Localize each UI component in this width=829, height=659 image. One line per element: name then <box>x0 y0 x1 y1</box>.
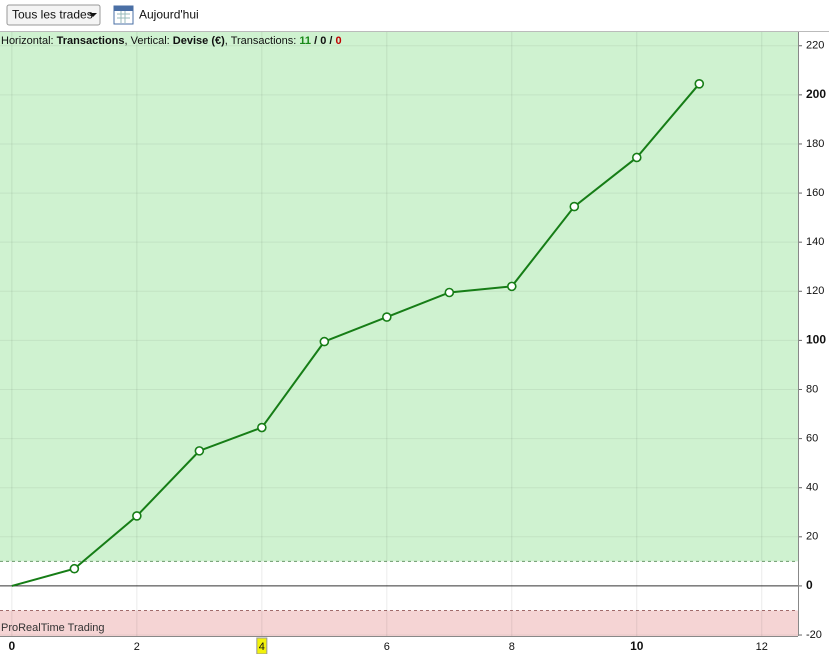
x-tick-label: 12 <box>756 641 768 653</box>
point <box>194 446 205 456</box>
y-tick-label: 0 <box>806 578 813 592</box>
y-tick-label: -20 <box>806 629 822 641</box>
point <box>382 312 392 322</box>
info-part: , Transactions: <box>225 35 300 47</box>
dropdown-caret <box>89 13 97 17</box>
point <box>694 79 705 89</box>
point <box>444 287 455 298</box>
calendar-grid <box>117 11 130 23</box>
filter-dropdown[interactable] <box>6 4 101 26</box>
chart-info: Horizontal: Transactions, Vertical: Devi… <box>1 35 342 47</box>
x-tick-label: 8 <box>509 641 515 653</box>
y-tick-label: 100 <box>806 333 826 347</box>
y-tick-label: 200 <box>806 87 826 101</box>
info-part: / <box>311 35 320 47</box>
y-tick-label: 20 <box>806 531 818 543</box>
y-tick-label: 40 <box>806 482 818 494</box>
info-part: Horizontal: <box>1 35 57 47</box>
y-tick-label: 120 <box>806 285 824 297</box>
y-tick-label: 160 <box>806 187 824 199</box>
y-tick-label: 180 <box>806 138 824 150</box>
calendar-icon[interactable] <box>113 5 134 25</box>
x-tick-label: 10 <box>630 639 644 653</box>
y-tick-label: 220 <box>806 40 824 52</box>
y-tick-label: 80 <box>806 383 818 395</box>
date-button[interactable]: Aujourd'hui <box>139 8 199 22</box>
info-part: 11 <box>299 35 311 47</box>
equity-line <box>11 83 701 587</box>
plot-area: 0 2 4 6 8 10 12 -20 0 20 40 60 80 100 120 140 160 180 200 2… <box>0 32 826 655</box>
y-tick-label: 60 <box>806 433 818 445</box>
info-part: Transactions <box>57 35 125 47</box>
info-part: / <box>326 35 335 47</box>
point <box>257 422 267 433</box>
point <box>132 511 142 521</box>
point <box>319 336 330 347</box>
y-tick-label: 140 <box>806 236 824 248</box>
point <box>69 563 80 574</box>
info-part: , Vertical: <box>125 35 173 47</box>
info-part: Devise (€) <box>173 35 225 47</box>
profit-zone <box>0 32 798 562</box>
calendar-header <box>114 6 133 11</box>
loss-zone <box>0 610 798 636</box>
x-tick-label: 4 <box>259 641 265 653</box>
x-tick-label: 6 <box>384 641 390 653</box>
point <box>569 201 580 212</box>
x-tick-label: 2 <box>134 641 140 653</box>
x-tick-label: 0 <box>9 639 16 653</box>
info-part: 0 <box>320 35 326 47</box>
point <box>631 152 642 163</box>
filter-label: Tous les trades <box>12 8 93 22</box>
info-part: 0 <box>335 35 341 47</box>
watermark: ProRealTime Trading <box>1 622 105 634</box>
point <box>506 281 517 292</box>
